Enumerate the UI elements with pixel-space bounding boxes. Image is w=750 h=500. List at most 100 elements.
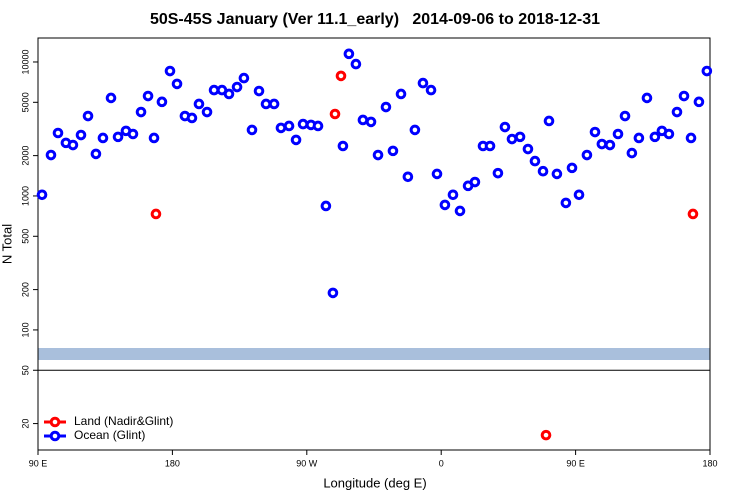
point <box>693 96 705 108</box>
point <box>337 140 349 152</box>
chart-title: 50S-45S January (Ver 11.1_early) 2014-09… <box>150 11 600 28</box>
point <box>231 81 243 93</box>
point <box>112 131 124 143</box>
point <box>142 90 154 102</box>
point <box>663 128 675 140</box>
point <box>150 208 162 220</box>
point <box>431 168 443 180</box>
point <box>499 121 511 133</box>
point <box>522 143 534 155</box>
point <box>417 77 429 89</box>
legend-label: Land (Nadir&Glint) <box>74 414 173 428</box>
point <box>201 106 213 118</box>
point <box>514 131 526 143</box>
point <box>329 108 341 120</box>
point <box>395 88 407 100</box>
point <box>297 118 309 130</box>
point <box>164 65 176 77</box>
y-axis-title: N Total <box>0 224 14 264</box>
mask-band <box>38 348 710 360</box>
point <box>589 126 601 138</box>
x-tick-label: 180 <box>165 458 180 468</box>
point <box>97 132 109 144</box>
point <box>67 139 79 151</box>
y-tick-label: 500 <box>20 229 30 244</box>
point <box>343 48 355 60</box>
point <box>612 128 624 140</box>
legend-label: Ocean (Glint) <box>74 428 145 442</box>
x-tick-label: 180 <box>702 458 717 468</box>
point <box>312 120 324 132</box>
point <box>454 205 466 217</box>
point <box>649 131 661 143</box>
point <box>357 114 369 126</box>
point <box>543 115 555 127</box>
point <box>671 106 683 118</box>
x-tick-label: 90 E <box>29 458 48 468</box>
point <box>193 98 205 110</box>
point <box>425 84 437 96</box>
point <box>469 176 481 188</box>
point <box>604 139 616 151</box>
point <box>566 162 578 174</box>
point <box>253 85 265 97</box>
y-tick-label: 100 <box>20 322 30 337</box>
point <box>327 287 339 299</box>
x-tick-label: 0 <box>439 458 444 468</box>
point <box>529 155 541 167</box>
point <box>687 208 699 220</box>
point <box>135 106 147 118</box>
point <box>148 132 160 144</box>
point <box>484 140 496 152</box>
point <box>380 101 392 113</box>
point <box>633 132 645 144</box>
point <box>581 149 593 161</box>
point <box>275 122 287 134</box>
x-tick-label: 90 E <box>566 458 585 468</box>
y-tick-label: 200 <box>20 282 30 297</box>
point <box>447 189 459 201</box>
point <box>90 148 102 160</box>
point <box>439 199 451 211</box>
point <box>573 189 585 201</box>
point <box>186 112 198 124</box>
point <box>409 124 421 136</box>
point <box>387 145 399 157</box>
plot-frame <box>37 37 711 451</box>
point <box>492 167 504 179</box>
point <box>171 78 183 90</box>
point <box>402 171 414 183</box>
point <box>619 110 631 122</box>
point <box>223 88 235 100</box>
point <box>537 165 549 177</box>
y-tick-label: 50 <box>20 365 30 375</box>
point <box>127 128 139 140</box>
point <box>75 129 87 141</box>
point <box>678 90 690 102</box>
legend-marker <box>49 416 61 428</box>
point <box>506 133 518 145</box>
y-tick-label: 20 <box>20 419 30 429</box>
y-tick-label: 2000 <box>20 146 30 166</box>
y-tick-label: 5000 <box>20 92 30 112</box>
point <box>246 124 258 136</box>
point <box>238 72 250 84</box>
point <box>156 96 168 108</box>
point <box>290 134 302 146</box>
point <box>551 168 563 180</box>
point <box>268 98 280 110</box>
y-tick-label: 1000 <box>20 186 30 206</box>
point <box>560 197 572 209</box>
point <box>260 98 272 110</box>
point <box>52 127 64 139</box>
point <box>82 110 94 122</box>
y-tick-label: 10000 <box>20 49 30 74</box>
point <box>372 149 384 161</box>
point <box>540 429 552 441</box>
point <box>641 92 653 104</box>
point <box>320 200 332 212</box>
point <box>105 92 117 104</box>
x-axis-title: Longitude (deg E) <box>323 475 426 490</box>
